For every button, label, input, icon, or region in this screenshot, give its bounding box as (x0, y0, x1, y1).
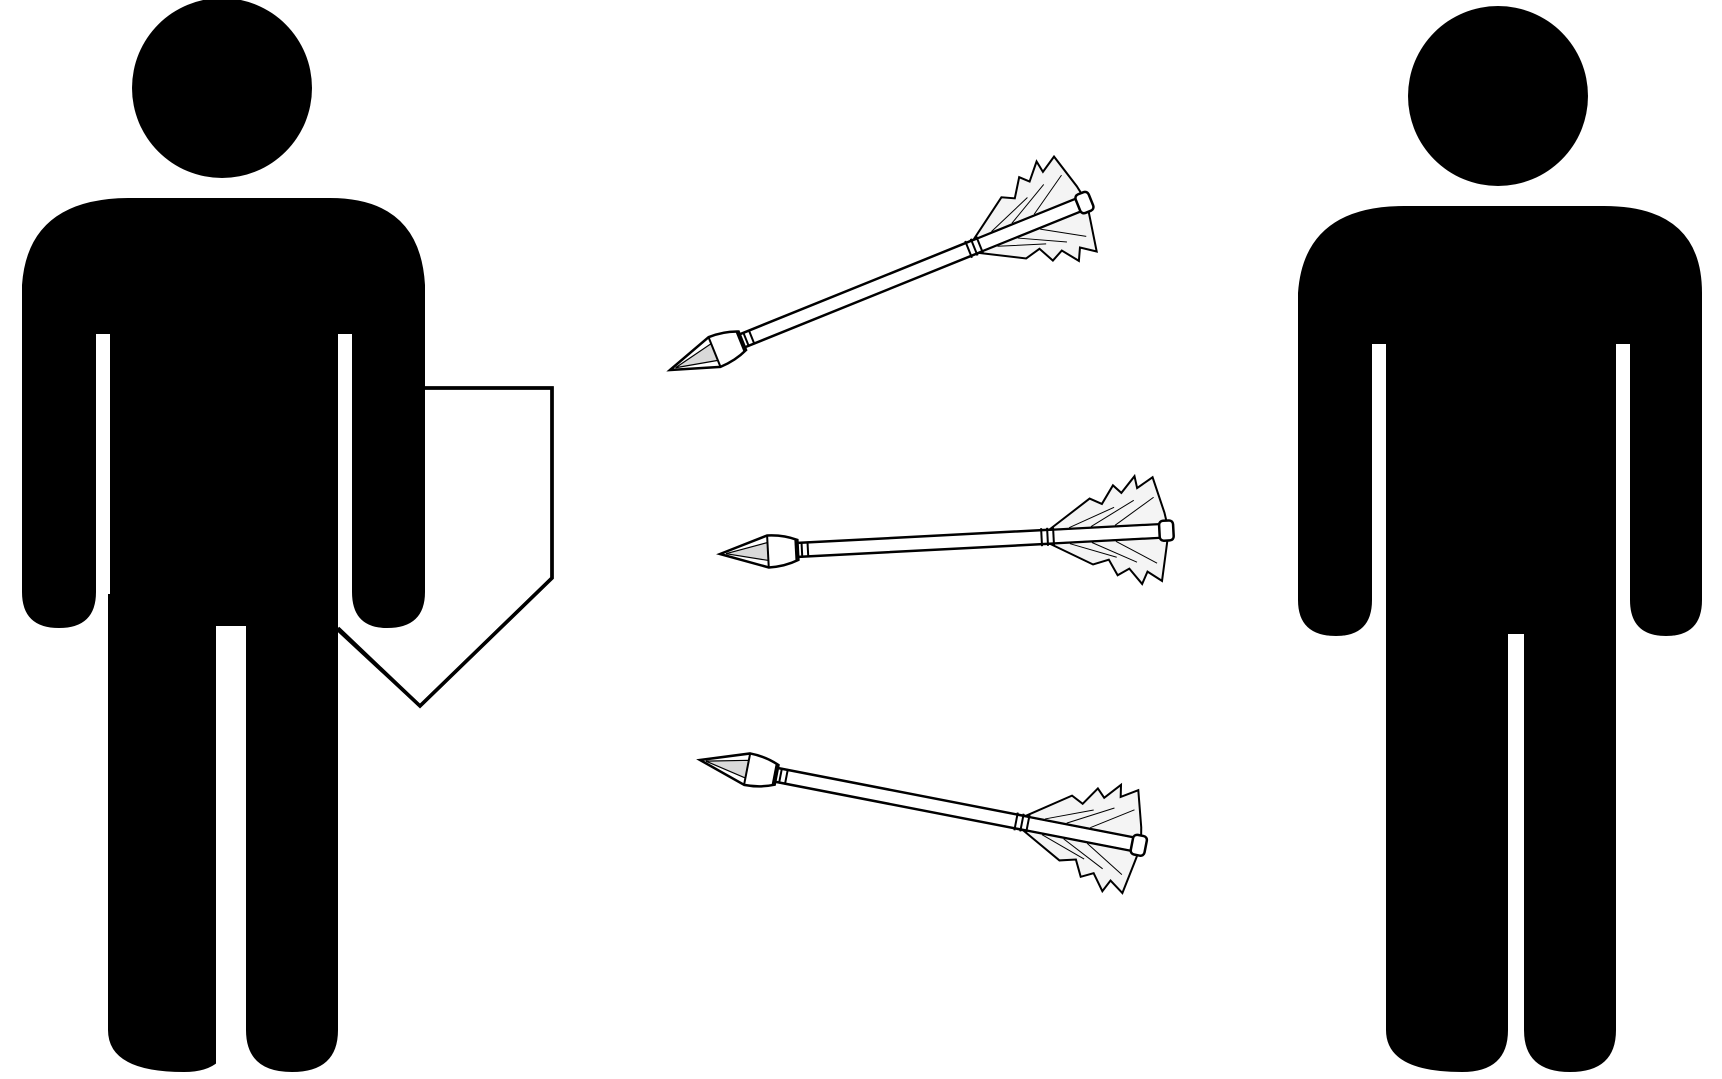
left-person (22, 0, 554, 1072)
right-person (1298, 6, 1702, 1074)
arrow-lower (688, 703, 1158, 899)
arrow-middle (715, 473, 1178, 608)
arrow-upper (647, 146, 1112, 420)
